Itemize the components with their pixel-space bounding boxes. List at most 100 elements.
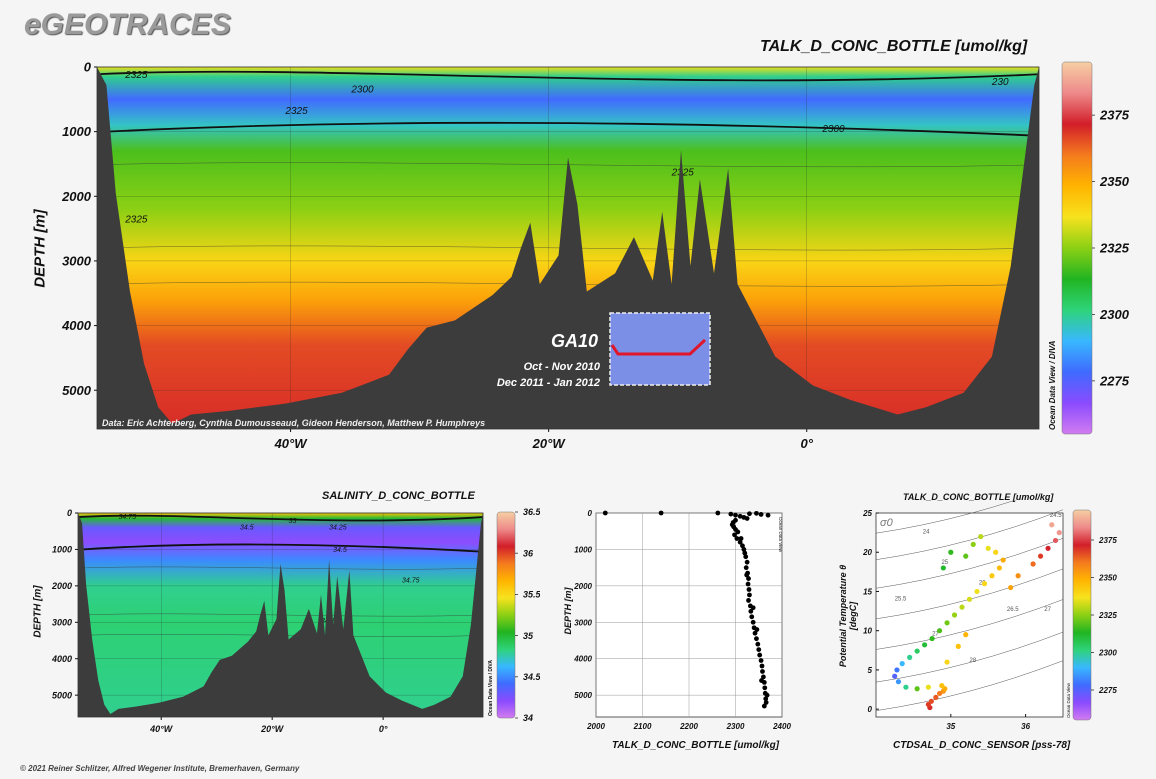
ts-point [948, 549, 954, 555]
ts-isopycnal-label: 26.5 [1007, 607, 1019, 613]
egeotraces-logo: eGEOTRACES [24, 8, 231, 41]
copyright-footer: © 2021 Reiner Schlitzer, Alfred Wegener … [20, 764, 300, 773]
main-section-chart: 2325 2300 2325 2300 2325 2325 230 40°W 20°W 0° 0 10… [61, 60, 1130, 451]
ts-isopycnal-label: 24 [923, 529, 930, 535]
profile-point [759, 663, 765, 669]
ts-watermark: Ocean Data View [1066, 682, 1071, 718]
profile-point [728, 511, 734, 517]
ts-point [936, 690, 943, 697]
ts-point [1045, 545, 1051, 551]
ts-point [989, 573, 995, 579]
ts-y-tick-label: 5 [868, 666, 873, 675]
ts-point [940, 565, 946, 571]
ts-isopycnal [875, 538, 1064, 589]
profile-point [754, 636, 759, 642]
ts-point [970, 541, 976, 547]
profile-point [754, 627, 760, 632]
ts-point [1052, 537, 1059, 544]
sal-colorbar-tick-label: 36.5 [523, 507, 540, 517]
main-contour [96, 70, 1040, 82]
sal-watermark: Ocean Data View / DIVA [488, 660, 494, 716]
ts-xlabel: CTDSAL_D_CONC_SENSOR [pss-78] [893, 740, 1071, 751]
profile-y-tick-label: 3000 [574, 618, 592, 627]
data-credit: Data: Eric Achterberg, Cynthia Dumoussea… [102, 418, 485, 428]
ts-point [985, 545, 991, 551]
main-y-tick-label: 2000 [61, 189, 92, 204]
profile-xlabel: TALK_D_CONC_BOTTLE [umol/kg] [612, 740, 780, 751]
profile-point [754, 510, 759, 516]
ts-x-tick-label: 35 [946, 722, 955, 731]
ts-point [922, 642, 928, 648]
main-contour [96, 122, 1040, 137]
sal-colorbar-tick-label: 35.5 [523, 590, 540, 600]
ts-y-tick-label: 10 [863, 627, 872, 636]
profile-point [715, 510, 721, 516]
ts-point [895, 679, 902, 685]
main-y-tick-label: 0 [84, 60, 92, 75]
sal-x-tick-label: 0° [379, 724, 388, 734]
profile-point [752, 630, 758, 636]
ts-point [951, 612, 958, 618]
profile-point [746, 598, 751, 603]
sal-y-tick-label: 3000 [52, 617, 72, 627]
ts-point [933, 694, 939, 700]
sal-contour-label: 34.25 [329, 524, 347, 531]
ts-point [925, 684, 931, 690]
profile-scatter-chart: 2000 2100 2200 2300 2400 0 1000 2000 3000 4000 500… [573, 509, 791, 731]
sal-y-tick-label: 0 [67, 508, 72, 518]
ts-point [939, 683, 945, 689]
profile-y-tick-label: 0 [588, 509, 593, 518]
main-contour-label: 2325 [284, 106, 308, 117]
profile-x-tick-label: 2200 [679, 722, 698, 731]
profile-point [747, 511, 752, 517]
ts-point [892, 673, 898, 679]
ts-point [955, 643, 961, 649]
ts-point [993, 549, 999, 555]
profile-watermark: Ocean Data View [778, 517, 783, 553]
cruise-label: GA10 [551, 331, 598, 351]
sal-colorbar-tick-label: 34 [523, 713, 533, 723]
sal-bathymetry [78, 513, 483, 717]
profile-point [761, 674, 766, 680]
ts-frame [875, 512, 1064, 718]
sal-contour-label: 34.75 [402, 577, 420, 584]
ts-point [963, 632, 969, 638]
profile-point [748, 608, 754, 614]
main-y-tick-label: 4000 [61, 318, 92, 333]
ts-point [914, 686, 920, 692]
sal-colorbar-tick-label: 35 [523, 631, 534, 641]
profile-point [741, 547, 747, 552]
main-y-tick-label: 3000 [62, 253, 92, 268]
sal-contour [77, 514, 484, 522]
ts-point [936, 628, 943, 634]
main-y-tick-label: 1000 [62, 124, 92, 139]
ts-isopycnal-label: 25.5 [895, 597, 907, 603]
ts-isopycnal [875, 509, 1064, 560]
salinity-chart-title: SALINITY_D_CONC_BOTTLE [322, 490, 475, 502]
profile-point [743, 554, 749, 560]
ts-isopycnal [875, 631, 1064, 683]
ts-point [1037, 553, 1044, 559]
main-bathymetry [97, 67, 1039, 429]
profile-point [658, 510, 664, 516]
ts-chart-title: TALK_D_CONC_BOTTLE [umol/kg] [903, 492, 1054, 502]
ts-x-tick-label: 36 [1021, 722, 1030, 731]
main-x-tick-label: 40°W [274, 436, 309, 451]
ts-point [894, 667, 900, 673]
profile-x-tick-label: 2300 [726, 722, 745, 731]
ts-isopycnal [875, 599, 1064, 650]
ts-point [963, 553, 969, 559]
main-contour-label: 2325 [124, 215, 148, 226]
cruise-period-1: Oct - Nov 2010 [524, 361, 601, 373]
profile-point [761, 703, 767, 709]
main-contour-label: 2325 [124, 70, 148, 81]
sal-colorbar [496, 511, 516, 719]
ts-colorbar-tick-label: 2275 [1098, 686, 1117, 695]
ts-isopycnal-label: 25 [941, 560, 948, 566]
main-y-tick-label: 5000 [62, 383, 92, 398]
sal-colorbar-tick-label: 34.5 [523, 672, 540, 682]
main-contour-label: 2300 [350, 84, 374, 95]
profile-point [742, 550, 748, 556]
profile-point [744, 516, 750, 521]
profile-point [732, 532, 737, 538]
